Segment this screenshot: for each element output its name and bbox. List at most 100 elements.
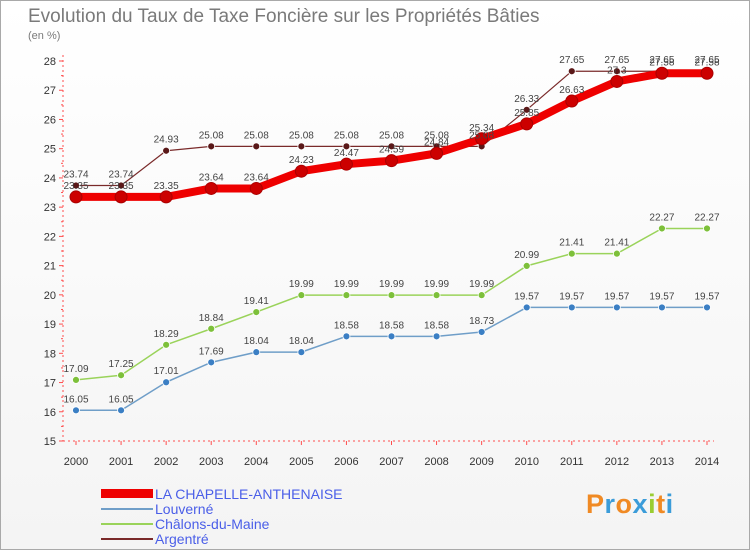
data-point: [297, 142, 306, 151]
y-tick-label: 23: [44, 202, 56, 214]
data-point: [477, 291, 486, 300]
chart-title: Evolution du Taux de Taxe Foncière sur l…: [28, 6, 540, 27]
data-label: 21.41: [559, 238, 584, 249]
data-label: 25.08: [244, 130, 269, 141]
data-point: [477, 328, 486, 336]
x-tick-label: 2012: [605, 456, 629, 468]
legend-swatch: [101, 489, 153, 498]
data-label: 27.58: [694, 57, 719, 68]
data-point: [522, 303, 531, 312]
data-point: [252, 348, 261, 357]
x-tick-label: 2009: [469, 456, 493, 468]
data-label: 25.08: [379, 130, 404, 141]
legend-swatch: [101, 537, 153, 540]
data-label: 26.33: [514, 94, 539, 105]
logo-letter: o: [615, 489, 633, 519]
unit-label: (en %): [28, 30, 61, 42]
data-label: 19.57: [649, 291, 674, 302]
data-point: [162, 378, 171, 387]
data-point: [249, 181, 263, 195]
data-point: [297, 291, 306, 300]
legend: LA CHAPELLE-ANTHENAISE Louverné Châlons-du…: [101, 486, 343, 547]
data-label: 25.08: [199, 130, 224, 141]
x-tick-label: 2014: [695, 456, 719, 468]
x-tick-label: 2013: [650, 456, 674, 468]
data-label: 24.47: [334, 148, 359, 159]
y-tick-label: 15: [44, 436, 56, 448]
legend-swatch: [101, 522, 153, 525]
data-point: [432, 332, 441, 341]
legend-item: Châlons-du-Maine: [101, 515, 343, 532]
data-point: [207, 324, 216, 333]
data-label: 18.58: [334, 320, 359, 331]
data-label: 23.35: [154, 181, 179, 192]
data-label: 27.58: [649, 57, 674, 68]
data-label: 20.99: [514, 250, 539, 261]
data-label: 18.04: [289, 336, 314, 347]
data-point: [520, 117, 534, 131]
data-point: [162, 146, 171, 155]
data-label: 19.99: [289, 279, 314, 290]
data-point: [117, 181, 125, 190]
data-point: [475, 132, 489, 146]
logo-letter: i: [665, 489, 674, 519]
data-label: 19.99: [469, 279, 494, 290]
data-label: 23.74: [109, 170, 134, 181]
data-point: [204, 181, 218, 195]
y-tick-label: 19: [44, 319, 56, 331]
data-label: 18.04: [244, 336, 269, 347]
data-label: 27.3: [607, 65, 627, 76]
data-label: 24.93: [154, 135, 179, 146]
y-tick-label: 24: [44, 173, 56, 185]
data-point: [72, 181, 80, 190]
data-label: 22.27: [694, 212, 719, 223]
x-tick-label: 2005: [289, 456, 313, 468]
data-label: 25.85: [514, 108, 539, 119]
y-tick-label: 22: [44, 231, 56, 243]
data-point: [612, 67, 621, 76]
data-point: [207, 142, 216, 151]
data-point: [342, 332, 351, 341]
x-tick-label: 2004: [244, 456, 268, 468]
data-point: [612, 303, 621, 312]
data-point: [610, 74, 624, 88]
data-point: [117, 371, 125, 380]
logo-letter: P: [586, 489, 605, 519]
data-label: 19.57: [559, 291, 584, 302]
y-tick-label: 28: [44, 56, 56, 68]
data-label: 21.41: [604, 238, 629, 249]
data-label: 27.65: [694, 55, 719, 66]
legend-label: Châlons-du-Maine: [155, 515, 270, 532]
data-label: 18.29: [154, 329, 179, 340]
data-label: 23.35: [109, 181, 134, 192]
data-point: [612, 249, 621, 258]
series-line: [75, 227, 708, 381]
data-point: [252, 308, 261, 316]
series-line: [75, 70, 708, 187]
y-tick-label: 20: [44, 290, 56, 302]
data-point: [159, 190, 173, 204]
x-tick-label: 2002: [154, 456, 178, 468]
legend-label: Argentré: [155, 530, 209, 547]
data-point: [565, 94, 579, 108]
data-label: 17.69: [199, 346, 224, 357]
data-point: [297, 348, 306, 357]
data-point: [387, 332, 396, 341]
x-tick-label: 2006: [334, 456, 358, 468]
data-label: 25.08: [424, 130, 449, 141]
logo-letter: x: [632, 489, 649, 519]
data-label: 18.58: [379, 320, 404, 331]
x-tick-label: 2001: [109, 456, 133, 468]
legend-item: LA CHAPELLE-ANTHENAISE: [101, 486, 343, 502]
data-label: 25.08: [334, 130, 359, 141]
data-label: 19.57: [514, 291, 539, 302]
x-tick-label: 2003: [199, 456, 223, 468]
data-point: [342, 142, 351, 151]
x-tick-label: 2008: [424, 456, 448, 468]
data-point: [207, 358, 216, 367]
data-label: 23.64: [199, 172, 224, 183]
data-label: 16.05: [109, 394, 134, 405]
data-label: 18.58: [424, 320, 449, 331]
data-label: 18.84: [199, 313, 224, 324]
